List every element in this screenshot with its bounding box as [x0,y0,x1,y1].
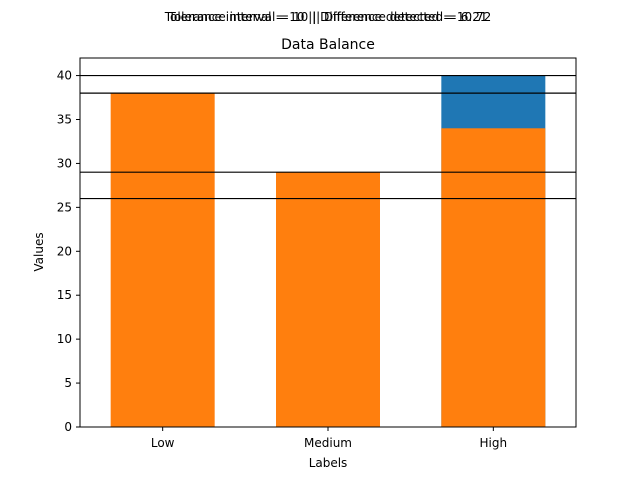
y-axis-label: Values [32,232,46,271]
y-tick-label-20: 20 [57,244,72,258]
y-tick-label-5: 5 [64,376,72,390]
y-tick-label-10: 10 [57,332,72,346]
x-tick-label-low: Low [151,436,175,450]
x-axis-label: Labels [309,456,348,470]
suptitle-line-1: Tolerance interval = 10 || Difference de… [168,10,488,24]
y-tick-label-30: 30 [57,156,72,170]
y-tick-label-40: 40 [57,69,72,83]
bar-medium-series-2 [276,172,380,427]
chart-title: Data Balance [281,37,375,53]
suptitle-line-2: Tolerance interval = 10 || Difference de… [164,10,492,24]
y-tick-label-0: 0 [64,420,72,434]
y-tick-label-35: 35 [57,113,72,127]
x-tick-label-high: High [480,436,508,450]
bar-high-series-2 [441,128,546,428]
y-tick-label-15: 15 [57,288,72,302]
x-tick-label-medium: Medium [304,436,352,450]
bar-low-series-2 [110,93,215,427]
y-tick-label-25: 25 [57,200,72,214]
plot-area: 0 5 10 15 20 25 30 35 40 Low Medium High [57,57,577,450]
